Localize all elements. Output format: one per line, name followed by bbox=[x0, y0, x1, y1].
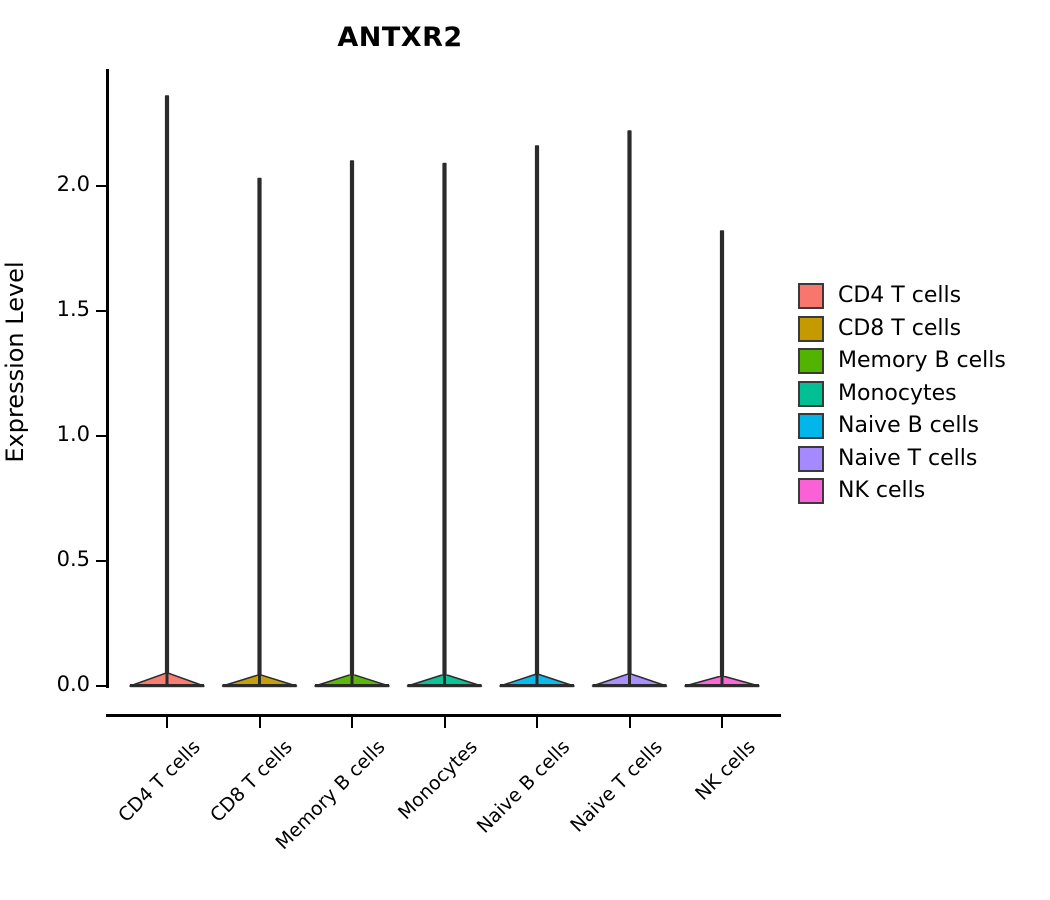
y-axis-tick bbox=[96, 185, 107, 187]
violin-shape bbox=[406, 162, 483, 687]
violin-base-line bbox=[315, 684, 389, 688]
legend-item-label: Monocytes bbox=[838, 380, 957, 406]
y-axis-tick bbox=[96, 685, 107, 687]
legend-color-swatch bbox=[798, 445, 824, 472]
violin-shape bbox=[684, 230, 760, 687]
y-axis-tick bbox=[96, 435, 107, 437]
y-axis-tick bbox=[96, 310, 107, 312]
violin-tail-spike bbox=[535, 146, 539, 686]
legend-item-label: CD8 T cells bbox=[838, 315, 962, 341]
violin-tail-spike bbox=[628, 131, 631, 686]
violin-shape bbox=[591, 130, 668, 687]
violin-tail-spike bbox=[350, 161, 354, 686]
y-axis-tick-label: 0.0 bbox=[56, 672, 90, 696]
violin-base-line bbox=[592, 684, 667, 688]
violin-tail-spike bbox=[258, 178, 261, 686]
legend-item-label: Naive T cells bbox=[838, 445, 978, 471]
legend-color-swatch bbox=[798, 478, 824, 505]
x-axis-tick bbox=[721, 717, 723, 728]
violin-base-line bbox=[500, 684, 574, 688]
legend-color-swatch bbox=[798, 283, 824, 310]
x-axis-tick bbox=[166, 717, 168, 728]
violin-base-line bbox=[222, 684, 297, 688]
legend-item[interactable]: CD4 T cells bbox=[798, 280, 1006, 313]
legend-item-label: NK cells bbox=[838, 478, 926, 504]
violin-tail-spike bbox=[165, 96, 169, 686]
legend-item-label: CD4 T cells bbox=[838, 283, 962, 309]
x-axis-tick-label: CD8 T cells bbox=[206, 736, 298, 827]
x-axis-tick-label: Naive B cells bbox=[472, 736, 575, 838]
violin-shape bbox=[314, 160, 390, 687]
violin-tail-spike bbox=[720, 231, 724, 686]
legend-color-swatch bbox=[798, 315, 824, 342]
y-axis-tick-label: 1.0 bbox=[56, 422, 90, 446]
legend-item[interactable]: Memory B cells bbox=[798, 345, 1006, 378]
y-axis-tick-label: 2.0 bbox=[56, 172, 90, 196]
page-title: ANTXR2 bbox=[337, 22, 463, 53]
legend-item[interactable]: Naive B cells bbox=[798, 410, 1006, 443]
y-axis-tick-label: 0.5 bbox=[56, 547, 90, 571]
violin-shape bbox=[499, 145, 575, 687]
violin-base-line bbox=[407, 684, 482, 688]
x-axis-tick bbox=[628, 717, 631, 728]
x-axis-tick bbox=[443, 717, 446, 728]
legend-item[interactable]: CD8 T cells bbox=[798, 313, 1006, 346]
x-axis-tick-label: Monocytes bbox=[394, 736, 483, 824]
violin-tail-spike bbox=[443, 163, 446, 686]
x-axis-line bbox=[106, 714, 781, 717]
violin-base-line bbox=[130, 684, 204, 688]
legend-item[interactable]: Monocytes bbox=[798, 378, 1006, 411]
legend-item-label: Memory B cells bbox=[838, 348, 1006, 374]
x-axis-tick-label: Naive T cells bbox=[566, 736, 668, 837]
y-axis-title: Expression Level bbox=[1, 261, 29, 463]
x-axis-tick-label: CD4 T cells bbox=[113, 736, 205, 827]
violin-shape bbox=[221, 177, 298, 687]
y-axis-tick bbox=[96, 560, 107, 562]
legend-color-swatch bbox=[798, 413, 824, 440]
violin-shape bbox=[129, 95, 205, 687]
x-axis-tick bbox=[258, 717, 261, 728]
violin-base-line bbox=[685, 684, 759, 688]
x-axis-tick-label: NK cells bbox=[690, 736, 760, 805]
x-axis-tick bbox=[351, 717, 353, 728]
legend: CD4 T cells CD8 T cells Memory B cells Mono… bbox=[798, 280, 1006, 508]
legend-color-swatch bbox=[798, 380, 824, 407]
y-axis-line bbox=[106, 69, 109, 688]
y-axis-tick-label: 1.5 bbox=[56, 297, 90, 321]
legend-color-swatch bbox=[798, 348, 824, 375]
legend-item[interactable]: NK cells bbox=[798, 475, 1006, 508]
legend-item-label: Naive B cells bbox=[838, 413, 980, 439]
legend-item[interactable]: Naive T cells bbox=[798, 443, 1006, 476]
x-axis-tick bbox=[536, 717, 538, 728]
